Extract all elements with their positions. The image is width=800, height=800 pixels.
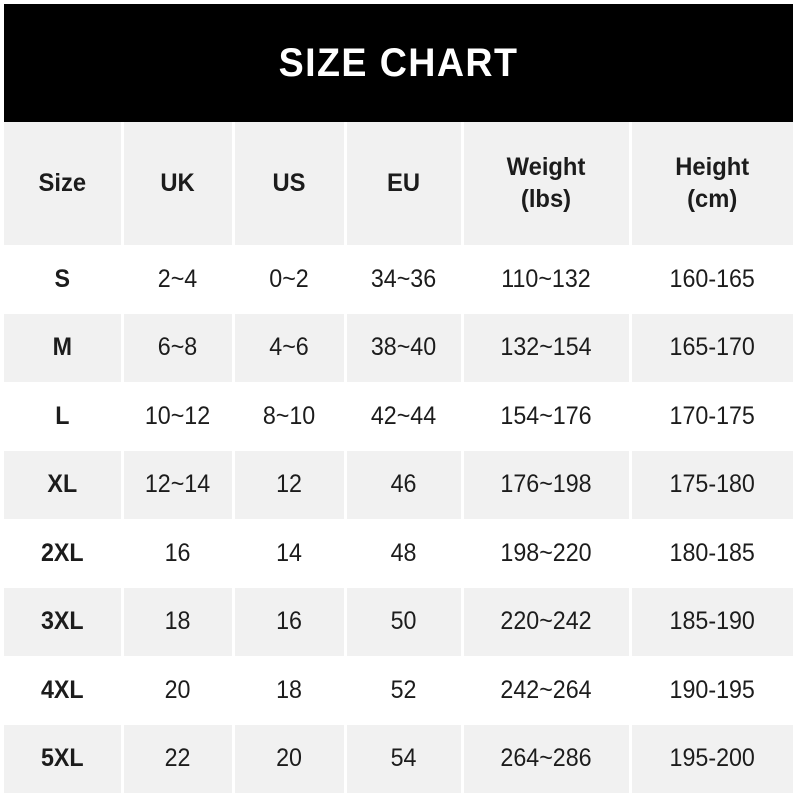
cell-weight: 198~220 (466, 519, 625, 588)
table-row: L 10~12 8~10 42~44 154~176 170-175 (4, 382, 793, 451)
column-header-height-line2: (cm) (687, 184, 738, 213)
cell-us: 18 (235, 656, 342, 725)
cell-us: 0~2 (235, 245, 342, 314)
size-chart: SIZE CHART Size UK US EU (4, 4, 793, 793)
cell-weight: 242~264 (466, 656, 625, 725)
cell-height: 175-180 (634, 450, 788, 519)
cell-uk: 18 (124, 587, 230, 656)
cell-eu: 46 (347, 450, 458, 519)
table-row: XL 12~14 12 46 176~198 175-180 (4, 450, 793, 519)
cell-weight: 176~198 (466, 450, 625, 519)
column-header-uk-line1: UK (160, 168, 195, 197)
table-row: M 6~8 4~6 38~40 132~154 165-170 (4, 313, 793, 382)
table-head: Size UK US EU Weight (lbs) Height (cm) (4, 122, 793, 245)
cell-eu: 54 (347, 724, 458, 793)
column-header-size: Size (7, 122, 119, 245)
cell-us: 14 (235, 519, 342, 588)
size-chart-table: Size UK US EU Weight (lbs) Height (cm) (4, 122, 793, 793)
cell-size: L (55, 401, 70, 430)
column-header-weight-line2: (lbs) (520, 184, 572, 213)
cell-eu: 34~36 (347, 245, 458, 314)
cell-weight: 154~176 (466, 382, 625, 451)
cell-size: XL (47, 470, 78, 499)
cell-weight: 110~132 (466, 245, 625, 314)
cell-uk: 10~12 (124, 382, 230, 451)
table-row: 5XL 22 20 54 264~286 195-200 (4, 724, 793, 793)
cell-size: 4XL (40, 675, 84, 704)
column-header-us-line1: US (272, 168, 306, 197)
cell-height: 165-170 (634, 313, 788, 382)
cell-us: 20 (235, 724, 342, 793)
cell-weight: 264~286 (466, 724, 625, 793)
table-row: S 2~4 0~2 34~36 110~132 160-165 (4, 245, 793, 314)
cell-uk: 22 (124, 724, 230, 793)
cell-weight: 220~242 (466, 587, 625, 656)
cell-size: S (54, 264, 71, 293)
cell-uk: 12~14 (124, 450, 230, 519)
column-header-weight-line1: Weight (506, 153, 586, 182)
column-header-height-line1: Height (675, 153, 750, 182)
cell-weight: 132~154 (466, 313, 625, 382)
cell-uk: 2~4 (124, 245, 230, 314)
cell-size: M (52, 333, 72, 362)
cell-height: 195-200 (634, 724, 788, 793)
column-header-eu: EU (346, 122, 460, 245)
cell-eu: 42~44 (347, 382, 458, 451)
table-body: S 2~4 0~2 34~36 110~132 160-165 M 6~8 4~… (4, 245, 793, 793)
column-header-eu-line1: EU (386, 168, 420, 197)
cell-height: 160-165 (634, 245, 788, 314)
table-header-row: Size UK US EU Weight (lbs) Height (cm) (4, 122, 793, 245)
cell-eu: 38~40 (347, 313, 458, 382)
cell-size: 2XL (40, 538, 84, 567)
cell-uk: 20 (124, 656, 230, 725)
cell-size: 5XL (40, 744, 84, 773)
column-header-uk: UK (123, 122, 231, 245)
cell-height: 170-175 (634, 382, 788, 451)
cell-us: 12 (235, 450, 342, 519)
table-row: 4XL 20 18 52 242~264 190-195 (4, 656, 793, 725)
table-row: 2XL 16 14 48 198~220 180-185 (4, 519, 793, 588)
cell-height: 185-190 (634, 587, 788, 656)
cell-eu: 50 (347, 587, 458, 656)
table-row: 3XL 18 16 50 220~242 185-190 (4, 587, 793, 656)
cell-us: 16 (235, 587, 342, 656)
title-banner: SIZE CHART (4, 4, 793, 122)
cell-eu: 48 (347, 519, 458, 588)
cell-size: 3XL (40, 607, 84, 636)
cell-us: 4~6 (235, 313, 342, 382)
cell-us: 8~10 (235, 382, 342, 451)
page-title: SIZE CHART (278, 40, 519, 85)
cell-height: 190-195 (634, 656, 788, 725)
cell-height: 180-185 (634, 519, 788, 588)
cell-uk: 6~8 (124, 313, 230, 382)
cell-eu: 52 (347, 656, 458, 725)
column-header-size-line1: Size (38, 168, 87, 197)
column-header-height: Height (cm) (632, 122, 789, 245)
column-header-weight: Weight (lbs) (464, 122, 626, 245)
cell-uk: 16 (124, 519, 230, 588)
column-header-us: US (234, 122, 343, 245)
